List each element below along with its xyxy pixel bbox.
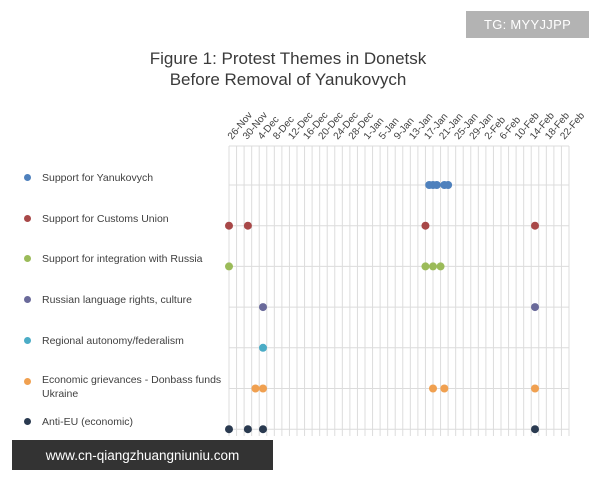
series-label: Economic grievances - Donbass funds Ukra… [42, 373, 222, 400]
data-point [225, 425, 233, 434]
legend-dot [24, 377, 31, 385]
data-point [259, 303, 267, 312]
series-label: Anti-EU (economic) [42, 416, 134, 429]
chart-title-line-2: Before Removal of Yanukovych [169, 70, 407, 89]
series-label: Regional autonomy/federalism [42, 334, 184, 347]
legend-dot [24, 214, 31, 222]
legend-dot [24, 174, 31, 181]
data-point [444, 181, 453, 189]
legend-dot [24, 255, 31, 263]
legend-dot [24, 418, 31, 426]
data-point [243, 425, 252, 434]
series-label: Support for Yanukovych [42, 172, 154, 184]
data-point [436, 262, 445, 271]
data-point [251, 384, 260, 393]
series-label: Russian language rights, culture [42, 294, 193, 307]
series-label: Support for integration with Russia [42, 253, 203, 266]
legend-dot [24, 296, 31, 304]
legend-dot [24, 336, 31, 344]
data-point [421, 262, 430, 271]
data-point [225, 221, 233, 230]
url-banner: www.cn-qiangzhuangniuniu.com [12, 440, 273, 470]
data-point [531, 384, 539, 393]
data-point [440, 384, 449, 393]
watermark-badge: TG: MYYJJPP [466, 11, 589, 38]
data-point [531, 221, 539, 230]
data-point [429, 384, 437, 393]
data-point [243, 221, 252, 230]
data-point [421, 221, 430, 230]
data-point [432, 181, 441, 189]
data-point [531, 303, 539, 312]
chart-title-line-1: Figure 1: Protest Themes in Donetsk [149, 49, 427, 68]
data-point [259, 384, 267, 393]
data-point [259, 425, 267, 434]
data-point [531, 425, 539, 434]
series-label: Support for Customs Union [42, 212, 169, 225]
data-point [429, 262, 437, 271]
data-point [259, 343, 267, 352]
data-point [225, 262, 233, 271]
